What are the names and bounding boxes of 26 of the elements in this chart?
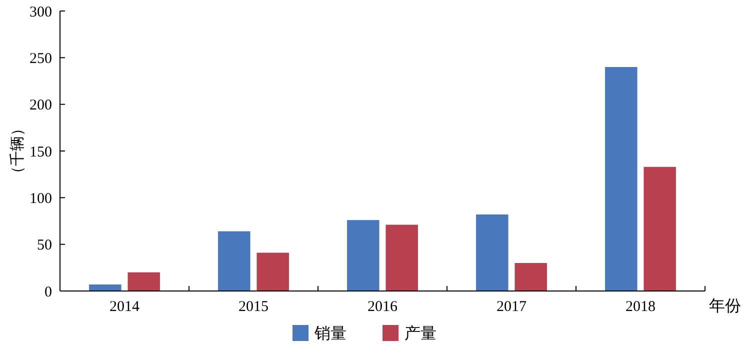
legend-label: 产量 [404, 324, 436, 343]
y-tick-label: 250 [30, 50, 52, 67]
bar [347, 220, 380, 291]
x-tick-label: 2018 [626, 299, 656, 315]
bar [386, 224, 418, 291]
y-tick-label: 150 [30, 144, 52, 160]
bar [89, 284, 122, 291]
x-tick-label: 2015 [238, 299, 268, 315]
bar [128, 272, 160, 291]
bar [644, 166, 676, 291]
y-tick-label: 100 [30, 190, 52, 207]
x-tick-label: 2014 [110, 299, 140, 315]
bar [476, 214, 508, 291]
y-tick-label: 200 [30, 98, 52, 114]
y-tick-label: 0 [44, 284, 52, 300]
x-axis-title: 年份 [709, 298, 741, 315]
bar [218, 231, 250, 291]
y-tick-label: 50 [37, 238, 52, 254]
bar [256, 252, 289, 291]
bar [605, 67, 638, 291]
bar [514, 263, 547, 291]
x-tick-label: 2017 [496, 299, 527, 315]
y-tick-label: 300 [30, 4, 52, 20]
y-axis-title: （千辆） [9, 121, 26, 181]
x-tick-label: 2016 [368, 299, 398, 315]
legend-label: 销量 [314, 326, 346, 343]
